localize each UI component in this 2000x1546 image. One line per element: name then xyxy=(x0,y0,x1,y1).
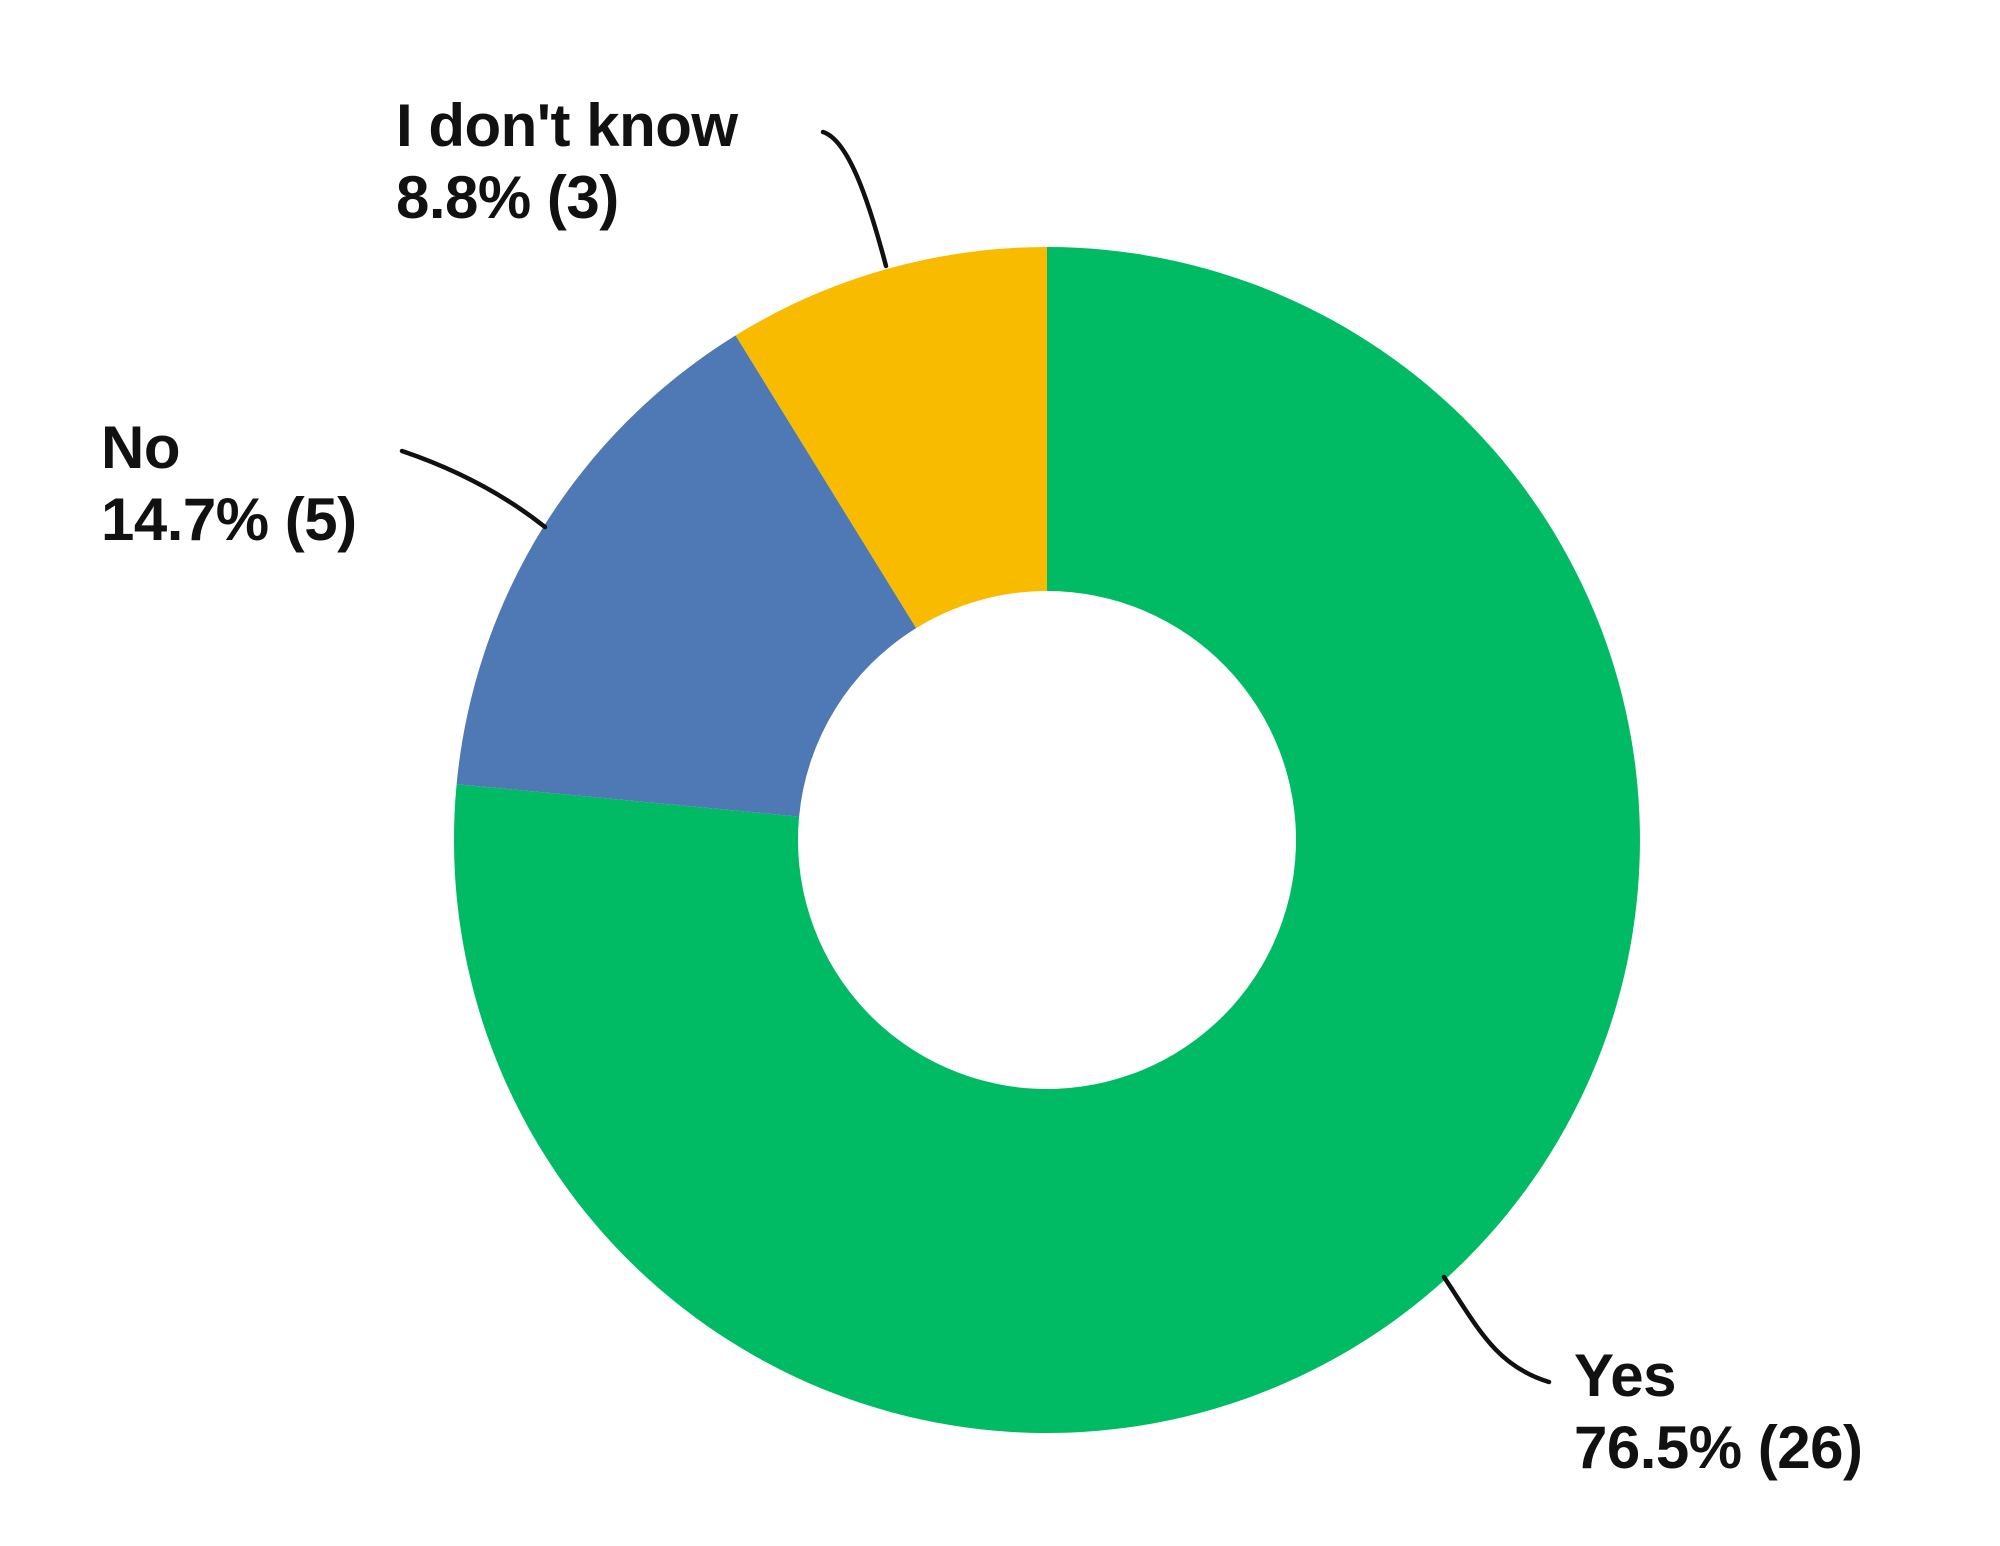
leader-line-no xyxy=(399,448,548,530)
callout-idk-value: 8.8% (3) xyxy=(396,164,619,231)
callout-no: No 14.7% (5) xyxy=(101,412,357,556)
callout-yes-label: Yes xyxy=(1574,1342,1676,1409)
callout-idk: I don't know 8.8% (3) xyxy=(396,90,738,234)
callout-yes: Yes 76.5% (26) xyxy=(1574,1340,1863,1484)
callout-idk-label: I don't know xyxy=(396,92,738,159)
callout-no-label: No xyxy=(101,414,180,481)
slice-yes xyxy=(453,247,1640,1433)
callout-no-value: 14.7% (5) xyxy=(101,486,357,553)
slice-no xyxy=(456,335,917,817)
leader-line-yes xyxy=(1441,1274,1552,1385)
callout-yes-value: 76.5% (26) xyxy=(1574,1414,1863,1481)
donut-slices xyxy=(453,247,1640,1433)
slice-i-don-t-know xyxy=(735,247,1047,629)
leader-line-idk xyxy=(820,129,889,269)
